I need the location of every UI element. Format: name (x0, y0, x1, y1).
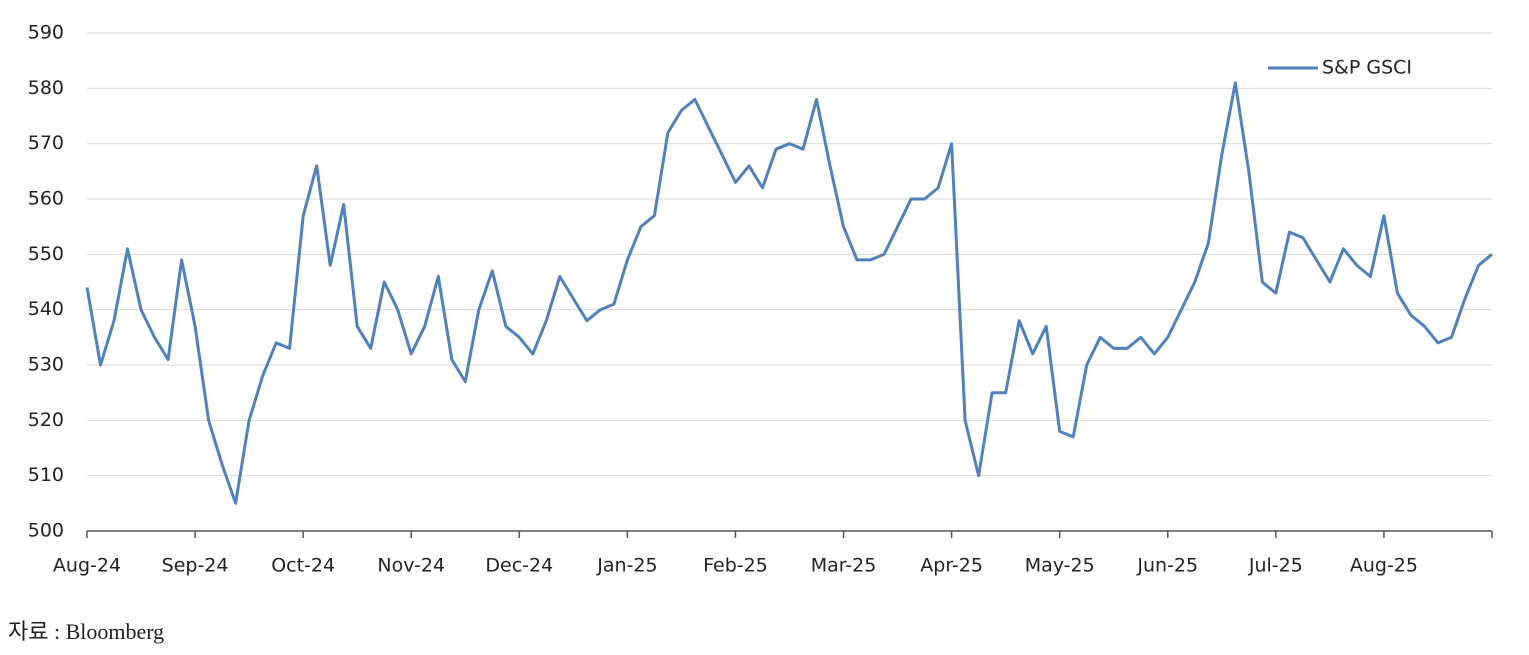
x-tick-label: Jul-25 (1248, 555, 1303, 577)
x-tick-label: Feb-25 (703, 555, 768, 577)
legend-label: S&P GSCI (1322, 57, 1412, 79)
x-tick-label: Dec-24 (485, 555, 553, 577)
x-tick-label: Aug-24 (53, 555, 121, 577)
y-tick-label: 550 (28, 243, 64, 265)
y-tick-label: 560 (28, 188, 64, 210)
y-tick-label: 580 (28, 77, 64, 99)
x-tick-label: May-25 (1025, 555, 1095, 577)
x-tick-label: Jan-25 (596, 555, 657, 577)
x-tick-label: Oct-24 (271, 555, 335, 577)
y-tick-label: 510 (28, 464, 64, 486)
x-tick-label: Aug-25 (1350, 555, 1418, 577)
y-tick-label: 540 (28, 298, 64, 320)
y-tick-label: 530 (28, 354, 64, 376)
x-tick-label: Jun-25 (1136, 555, 1198, 577)
data-line (85, 81, 1493, 505)
x-tick-label: Mar-25 (811, 555, 877, 577)
source-note: 자료 : Bloomberg (8, 619, 164, 644)
x-tick-label: Sep-24 (162, 555, 229, 577)
x-tick-label: Apr-25 (920, 555, 983, 577)
y-tick-label: 570 (28, 132, 64, 154)
x-tick-label: Nov-24 (377, 555, 445, 577)
y-tick-label: 500 (28, 520, 64, 542)
y-tick-label: 590 (28, 22, 64, 44)
y-tick-label: 520 (28, 409, 64, 431)
